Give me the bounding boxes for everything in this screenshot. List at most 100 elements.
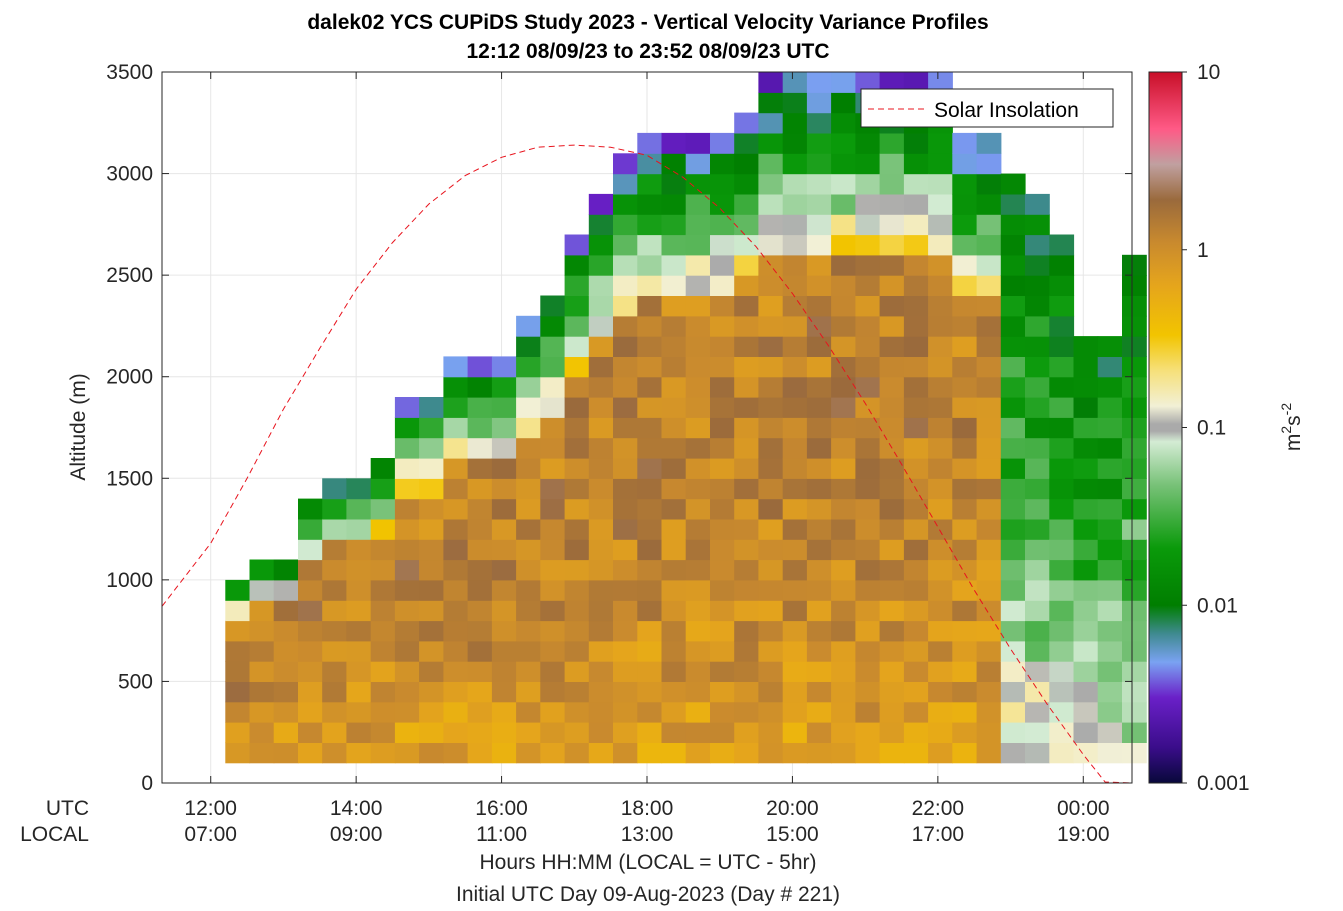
heatmap-cell bbox=[710, 417, 735, 439]
heatmap-cell bbox=[661, 579, 687, 601]
heatmap-cell bbox=[928, 722, 953, 743]
heatmap-cell bbox=[346, 559, 372, 581]
heatmap-cell bbox=[564, 397, 590, 418]
heatmap-cell bbox=[613, 661, 638, 682]
heatmap-cell bbox=[710, 559, 735, 581]
heatmap-cell bbox=[734, 214, 759, 236]
heatmap-cell bbox=[928, 681, 953, 703]
heatmap-cell bbox=[588, 356, 614, 378]
heatmap-cell bbox=[516, 559, 541, 581]
heatmap-cell bbox=[613, 518, 638, 540]
heatmap-cell bbox=[1000, 600, 1026, 622]
heatmap-cell bbox=[637, 701, 663, 723]
heatmap-cell bbox=[928, 193, 953, 215]
heatmap-cell bbox=[1049, 620, 1075, 642]
heatmap-cell bbox=[806, 193, 832, 215]
heatmap-cell bbox=[564, 478, 590, 500]
heatmap-cell bbox=[710, 315, 735, 337]
heatmap-cell bbox=[443, 376, 469, 398]
heatmap-cell bbox=[758, 92, 784, 114]
heatmap-cell bbox=[952, 193, 978, 215]
heatmap-cell bbox=[806, 579, 832, 601]
heatmap-cell bbox=[952, 254, 978, 276]
heatmap-cell bbox=[782, 132, 808, 154]
heatmap-cell bbox=[588, 559, 614, 581]
heatmap-cell bbox=[734, 112, 759, 134]
heatmap-cell bbox=[903, 722, 929, 743]
heatmap-cell bbox=[1025, 701, 1050, 723]
heatmap-cell bbox=[1122, 315, 1147, 337]
heatmap-cell bbox=[831, 579, 856, 601]
heatmap-cell bbox=[928, 458, 953, 479]
heatmap-cell bbox=[1000, 661, 1026, 682]
heatmap-cell bbox=[637, 376, 663, 398]
heatmap-cell bbox=[734, 417, 759, 439]
heatmap-cell bbox=[1000, 559, 1026, 581]
heatmap-cell bbox=[661, 132, 687, 154]
heatmap-cell bbox=[346, 579, 372, 601]
heatmap-cell bbox=[831, 397, 856, 418]
heatmap-cell bbox=[491, 478, 517, 500]
heatmap-cell bbox=[782, 397, 808, 418]
heatmap-cell bbox=[831, 336, 856, 357]
x-tick-label-utc: 12:00 bbox=[184, 797, 237, 820]
heatmap-cell bbox=[1122, 701, 1147, 723]
heatmap-cell bbox=[443, 397, 469, 418]
heatmap-cell bbox=[661, 397, 687, 418]
heatmap-cell bbox=[1049, 437, 1075, 459]
heatmap-cell bbox=[685, 234, 711, 256]
heatmap-cell bbox=[564, 295, 590, 317]
heatmap-cell bbox=[831, 234, 856, 256]
heatmap-cell bbox=[758, 579, 784, 601]
heatmap-cell bbox=[710, 640, 735, 662]
heatmap-cell bbox=[806, 397, 832, 418]
heatmap-cell bbox=[273, 579, 299, 601]
x-tick-label-utc: 14:00 bbox=[330, 797, 383, 820]
heatmap-cell bbox=[976, 153, 1002, 175]
heatmap-cell bbox=[952, 437, 978, 459]
heatmap-cell bbox=[564, 254, 590, 276]
heatmap-cell bbox=[540, 518, 566, 540]
heatmap-cell bbox=[370, 640, 396, 662]
heatmap-cell bbox=[1097, 437, 1123, 459]
heatmap-cell bbox=[855, 193, 881, 215]
heatmap-cell bbox=[758, 234, 784, 256]
heatmap-cell bbox=[1049, 356, 1075, 378]
heatmap-cell bbox=[1097, 539, 1123, 561]
heatmap-cell bbox=[588, 518, 614, 540]
heatmap-cell bbox=[976, 275, 1002, 296]
heatmap-cell bbox=[516, 356, 541, 378]
heatmap-cell bbox=[637, 559, 663, 581]
heatmap-cell bbox=[1122, 620, 1147, 642]
heatmap-cell bbox=[855, 600, 881, 622]
heatmap-cell bbox=[734, 397, 759, 418]
heatmap-cell bbox=[952, 559, 978, 581]
heatmap-cell bbox=[1025, 600, 1050, 622]
heatmap-cell bbox=[710, 376, 735, 398]
heatmap-cell bbox=[298, 559, 323, 581]
heatmap-cell bbox=[588, 722, 614, 743]
heatmap-cell bbox=[782, 92, 808, 114]
heatmap-cell bbox=[685, 173, 711, 195]
heatmap-cell bbox=[928, 397, 953, 418]
heatmap-cell bbox=[564, 701, 590, 723]
x-tick-label-local: 13:00 bbox=[621, 823, 674, 846]
heatmap-cell bbox=[903, 315, 929, 337]
x-tick-label-local: 19:00 bbox=[1057, 823, 1110, 846]
heatmap-cell bbox=[491, 579, 517, 601]
heatmap-cell bbox=[419, 701, 444, 723]
heatmap-cell bbox=[298, 681, 323, 703]
x-row-label-utc: UTC bbox=[46, 797, 89, 820]
heatmap-cell bbox=[516, 498, 541, 520]
heatmap-cell bbox=[952, 214, 978, 236]
heatmap-cell bbox=[782, 620, 808, 642]
legend: Solar Insolation bbox=[860, 88, 1114, 128]
heatmap-cell bbox=[976, 132, 1002, 154]
heatmap-cell bbox=[249, 620, 275, 642]
heatmap-cell bbox=[1049, 742, 1075, 764]
heatmap-cell bbox=[540, 417, 566, 439]
heatmap-cell bbox=[1000, 742, 1026, 764]
heatmap-cell bbox=[661, 417, 687, 439]
heatmap-cell bbox=[370, 498, 396, 520]
heatmap-cell bbox=[540, 397, 566, 418]
